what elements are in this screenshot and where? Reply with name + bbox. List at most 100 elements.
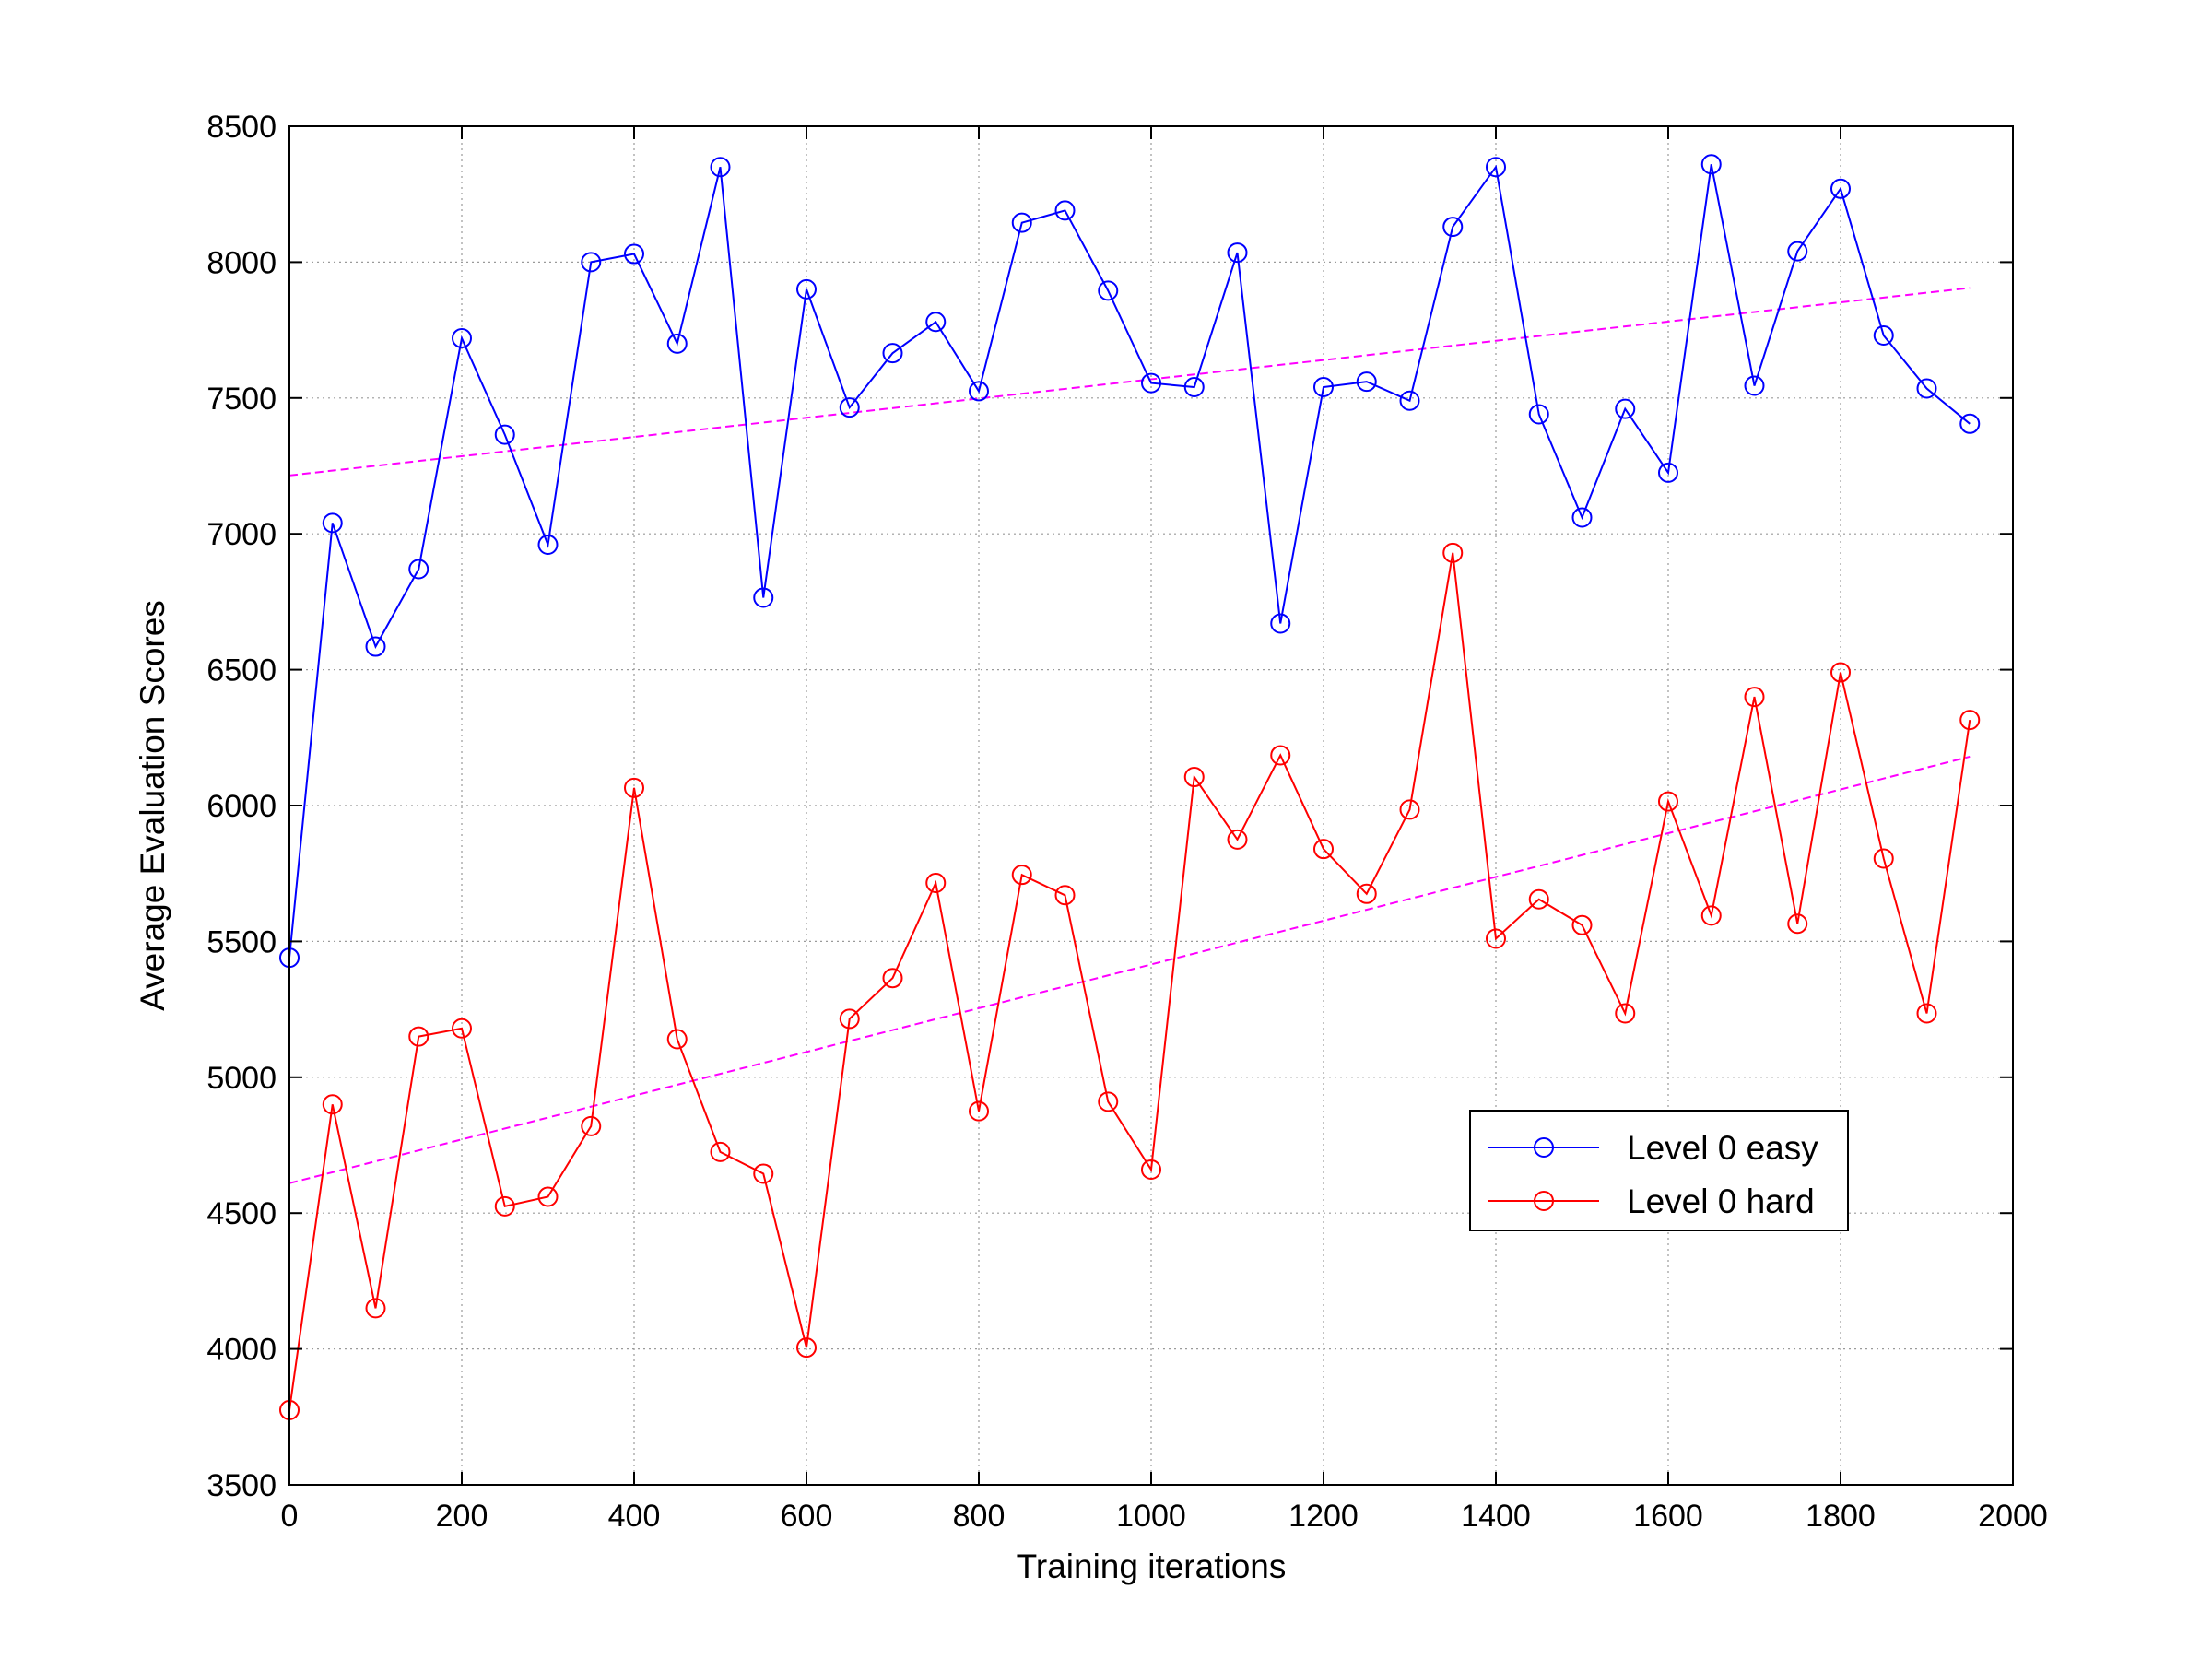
x-tick-label: 2000: [1978, 1499, 2048, 1534]
y-tick-label: 5000: [206, 1061, 276, 1096]
x-tick-label: 600: [781, 1499, 833, 1534]
data-point: [1528, 888, 1549, 910]
data-point: [710, 1141, 731, 1162]
y-tick-label: 3500: [206, 1468, 276, 1503]
data-point: [1270, 745, 1291, 766]
legend-marker: [1534, 1137, 1554, 1158]
data-point: [1658, 462, 1678, 483]
x-tick-label: 1200: [1288, 1499, 1359, 1534]
data-point: [408, 559, 429, 580]
data-point: [1313, 377, 1334, 398]
data-point: [1054, 885, 1076, 906]
data-point: [1700, 154, 1722, 175]
x-tick-label: 200: [436, 1499, 488, 1534]
data-point: [839, 1008, 860, 1030]
data-point: [1744, 375, 1765, 396]
data-point: [1011, 865, 1032, 886]
data-point: [1571, 507, 1593, 528]
data-point: [1442, 217, 1464, 238]
y-tick-label: 4500: [206, 1196, 276, 1231]
data-point: [322, 1094, 343, 1115]
x-tick-label: 400: [608, 1499, 661, 1534]
x-tick-label: 0: [281, 1499, 299, 1534]
data-point: [1356, 371, 1377, 393]
data-point: [1959, 710, 1981, 731]
data-point: [365, 1298, 386, 1319]
data-point: [1615, 398, 1636, 419]
data-point: [1270, 613, 1291, 634]
data-point: [1399, 799, 1420, 820]
data-point: [452, 327, 472, 348]
data-point: [408, 1026, 429, 1047]
data-point: [1011, 212, 1032, 233]
data-point: [494, 1195, 515, 1217]
y-tick-label: 4000: [206, 1333, 276, 1368]
data-point: [666, 333, 688, 354]
data-point: [1658, 791, 1678, 812]
x-tick-label: 1400: [1461, 1499, 1531, 1534]
data-point: [1183, 767, 1205, 788]
y-axis-label: Average Evaluation Scores: [134, 600, 171, 1011]
data-point: [1916, 378, 1937, 399]
data-point: [624, 777, 644, 798]
x-tick-label: 800: [953, 1499, 1006, 1534]
data-point: [624, 243, 644, 265]
data-point: [1054, 200, 1076, 221]
data-point: [494, 424, 515, 445]
data-point: [710, 157, 731, 178]
data-point: [1227, 829, 1248, 850]
legend-label: Level 0 easy: [1627, 1129, 1818, 1167]
data-point: [1744, 687, 1765, 708]
data-point: [1787, 913, 1808, 935]
data-point: [1830, 178, 1851, 199]
plot-background: [289, 126, 2013, 1485]
ticks: 0 200 400 600 800 1000 1200 1400 1600 1800 2000 350…: [206, 110, 2047, 1534]
data-point: [882, 343, 903, 364]
data-point: [1830, 662, 1851, 683]
data-point: [365, 636, 386, 657]
data-point: [925, 312, 947, 333]
data-point: [1571, 914, 1593, 935]
data-point: [1313, 839, 1334, 860]
y-tick-label: 5500: [206, 924, 276, 959]
series-line: [288, 164, 1971, 959]
data-point: [581, 252, 602, 273]
y-tick-label: 6000: [206, 789, 276, 824]
data-point: [796, 278, 817, 300]
data-point: [1873, 324, 1894, 346]
data-point: [1141, 372, 1161, 394]
data-point: [1959, 413, 1981, 434]
data-point: [1873, 848, 1894, 869]
series-line: [288, 552, 1971, 1411]
data-point: [452, 1018, 472, 1039]
data-point: [1442, 542, 1464, 563]
data-point: [1399, 390, 1420, 411]
data-point: [882, 968, 903, 989]
data-point: [753, 587, 774, 608]
legend: Level 0 easy Level 0 hard: [1469, 1110, 1849, 1231]
data-point: [839, 397, 860, 418]
y-tick-label: 7000: [206, 517, 276, 552]
x-tick-label: 1600: [1633, 1499, 1703, 1534]
data-point: [1141, 1159, 1161, 1181]
data-point: [537, 1186, 559, 1207]
series-0: [279, 154, 1981, 969]
data-point: [925, 873, 947, 894]
y-tick-label: 8000: [206, 245, 276, 280]
x-axis-label: Training iterations: [1017, 1547, 1287, 1585]
x-tick-label: 1000: [1116, 1499, 1186, 1534]
data-point: [1098, 280, 1119, 301]
data-point: [537, 534, 559, 555]
data-point: [1486, 157, 1506, 178]
data-point: [1227, 242, 1248, 264]
data-point: [1700, 905, 1722, 926]
legend-label: Level 0 hard: [1627, 1182, 1815, 1220]
data-point: [1916, 1003, 1937, 1024]
data-point: [1787, 241, 1808, 262]
x-tick-label: 1800: [1806, 1499, 1876, 1534]
legend-box: [1469, 1110, 1849, 1231]
data-point: [753, 1163, 774, 1184]
data-point: [1183, 377, 1205, 398]
legend-marker: [1534, 1191, 1554, 1211]
